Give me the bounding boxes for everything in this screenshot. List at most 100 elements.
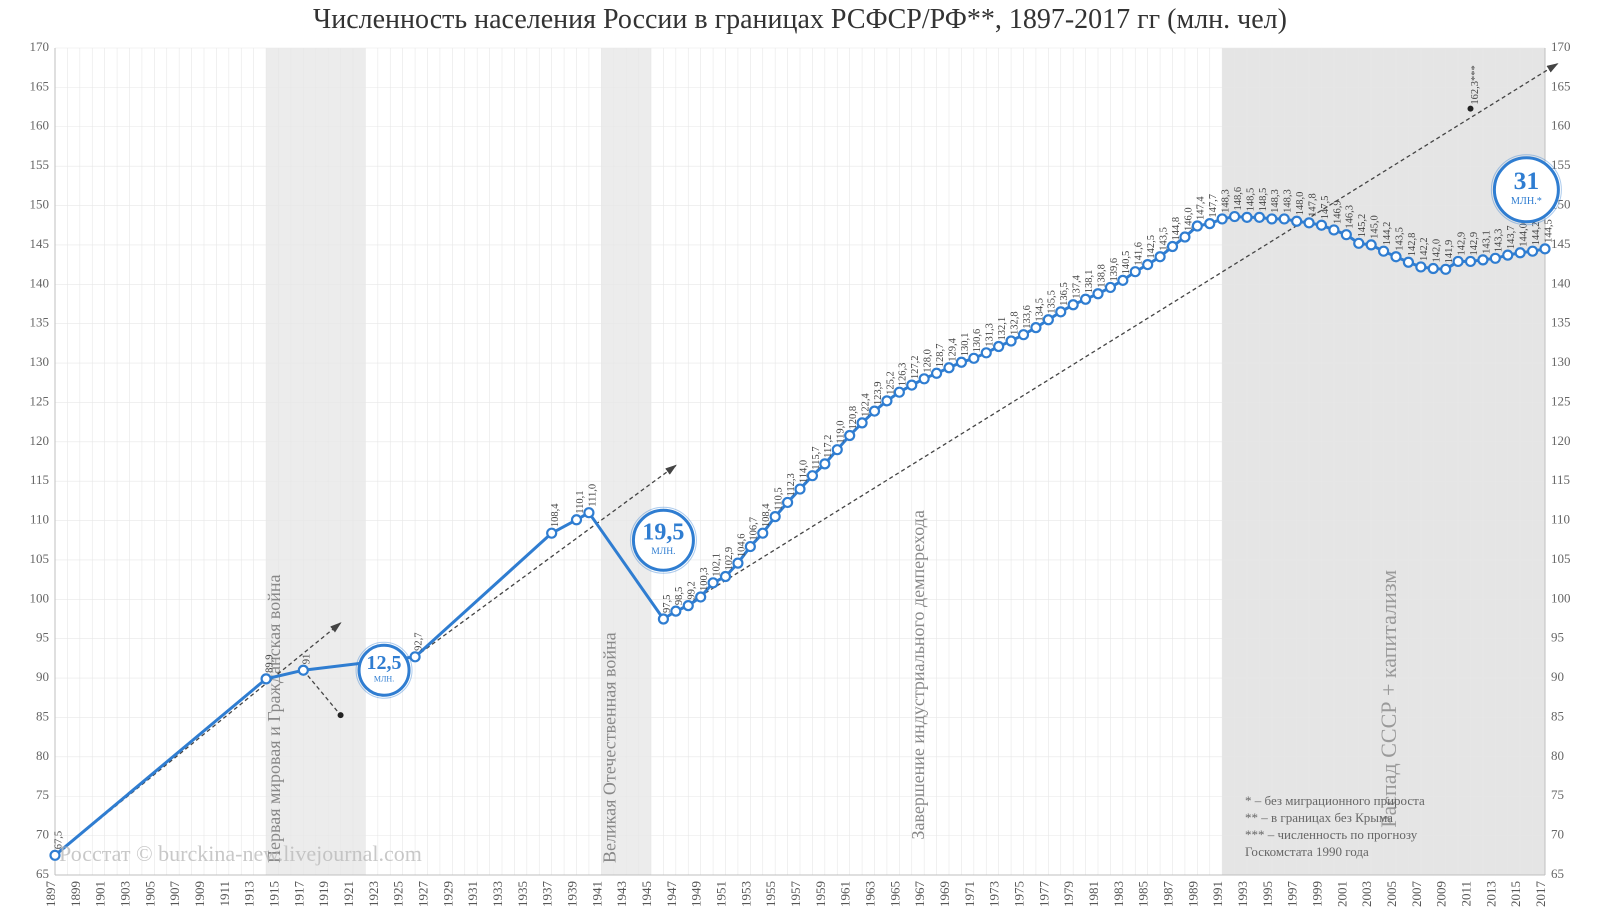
data-marker: [1503, 251, 1512, 260]
series-line: [415, 533, 552, 657]
region-label: Распад СССР + капитализм: [1376, 570, 1401, 828]
data-label: 148,0: [1295, 192, 1306, 216]
x-tick: 1925: [391, 881, 406, 907]
x-tick: 1987: [1161, 881, 1176, 908]
x-tick: 1919: [316, 881, 331, 907]
data-label: 117,2: [823, 435, 834, 458]
y-tick-left: 125: [30, 393, 50, 408]
y-tick-right: 135: [1551, 315, 1571, 330]
data-label: 128,7: [935, 344, 946, 368]
x-tick: 1955: [763, 881, 778, 907]
data-label: 131,3: [985, 323, 996, 347]
bubble-unit: МЛН.*: [1511, 196, 1542, 207]
data-marker: [671, 607, 680, 616]
data-marker: [1156, 252, 1165, 261]
y-tick-right: 165: [1551, 78, 1571, 93]
series-line: [55, 679, 266, 855]
x-tick: 1905: [142, 881, 157, 907]
data-marker: [1305, 218, 1314, 227]
data-marker: [299, 666, 308, 675]
data-marker: [982, 348, 991, 357]
x-tick: 2015: [1508, 881, 1523, 907]
data-marker: [1106, 283, 1115, 292]
x-tick: 2007: [1409, 881, 1424, 908]
x-tick: 1983: [1111, 881, 1126, 907]
x-tick: 2005: [1384, 881, 1399, 907]
data-marker: [1031, 323, 1040, 332]
y-tick-right: 120: [1551, 433, 1571, 448]
data-marker: [1516, 248, 1525, 257]
data-marker: [1118, 276, 1127, 285]
data-marker: [1280, 214, 1289, 223]
data-marker: [820, 459, 829, 468]
x-tick: 1943: [614, 881, 629, 907]
data-marker: [1044, 315, 1053, 324]
y-tick-right: 65: [1551, 866, 1564, 881]
data-label: 148,3: [1270, 189, 1281, 213]
data-marker: [584, 508, 593, 517]
data-label: 144,2: [1531, 222, 1542, 246]
y-tick-right: 90: [1551, 669, 1564, 684]
x-tick: 1903: [118, 881, 133, 907]
data-marker: [1019, 330, 1028, 339]
data-marker: [920, 374, 929, 383]
data-label: 98,5: [674, 587, 685, 605]
footnote: *** – численность по прогнозу: [1245, 827, 1418, 842]
data-label: 138,1: [1084, 270, 1095, 294]
x-tick: 1927: [416, 881, 431, 908]
x-tick: 1995: [1260, 881, 1275, 907]
data-label: 138,8: [1096, 264, 1107, 288]
x-tick: 1923: [366, 881, 381, 907]
y-tick-left: 110: [30, 512, 49, 527]
x-tick: 1963: [863, 881, 878, 907]
x-tick: 1941: [589, 881, 604, 907]
watermark: Росстат © burckina-new.livejournal.com: [59, 841, 422, 866]
data-marker: [746, 542, 755, 551]
data-marker: [932, 369, 941, 378]
data-label: 114,0: [798, 460, 809, 483]
data-marker: [721, 572, 730, 581]
y-tick-left: 165: [30, 78, 50, 93]
y-tick-right: 100: [1551, 590, 1571, 605]
data-marker: [1466, 257, 1475, 266]
data-marker: [1416, 262, 1425, 271]
x-tick: 1989: [1185, 881, 1200, 907]
data-marker: [1329, 225, 1338, 234]
population-chart: 6565707075758080858590909595100100105105…: [0, 0, 1600, 920]
y-tick-left: 160: [30, 118, 50, 133]
x-tick: 1971: [962, 881, 977, 907]
x-tick: 1931: [465, 881, 480, 907]
x-tick: 1951: [714, 881, 729, 907]
data-label: 144,0: [1519, 223, 1530, 247]
data-label: 137,4: [1072, 274, 1083, 298]
data-marker: [783, 498, 792, 507]
data-marker: [1441, 265, 1450, 274]
data-label: 146,9: [1332, 200, 1343, 224]
bubble-value: 19,5: [642, 519, 684, 545]
data-label: 127,2: [910, 355, 921, 379]
x-tick: 1973: [987, 881, 1002, 907]
bubble-value: 12,5: [367, 652, 402, 674]
data-label: 148,5: [1245, 188, 1256, 212]
x-tick: 1991: [1210, 881, 1225, 907]
y-tick-left: 80: [36, 748, 49, 763]
data-marker: [1478, 255, 1487, 264]
y-tick-right: 115: [1551, 472, 1570, 487]
x-tick: 1909: [192, 881, 207, 907]
data-label: 132,8: [1009, 311, 1020, 335]
data-label: 142,9: [1469, 232, 1480, 256]
y-tick-right: 170: [1551, 39, 1571, 54]
x-tick: 2001: [1334, 881, 1349, 907]
y-tick-left: 75: [36, 787, 49, 802]
y-tick-right: 105: [1551, 551, 1571, 566]
y-tick-left: 135: [30, 315, 50, 330]
x-tick: 1921: [341, 881, 356, 907]
data-label: 91: [302, 654, 313, 665]
shaded-label: Великая Отечественная война: [599, 632, 619, 863]
y-tick-right: 160: [1551, 118, 1571, 133]
data-marker: [833, 445, 842, 454]
x-tick: 1915: [267, 881, 282, 907]
data-marker: [945, 363, 954, 372]
data-marker: [758, 529, 767, 538]
data-marker: [1541, 244, 1550, 253]
